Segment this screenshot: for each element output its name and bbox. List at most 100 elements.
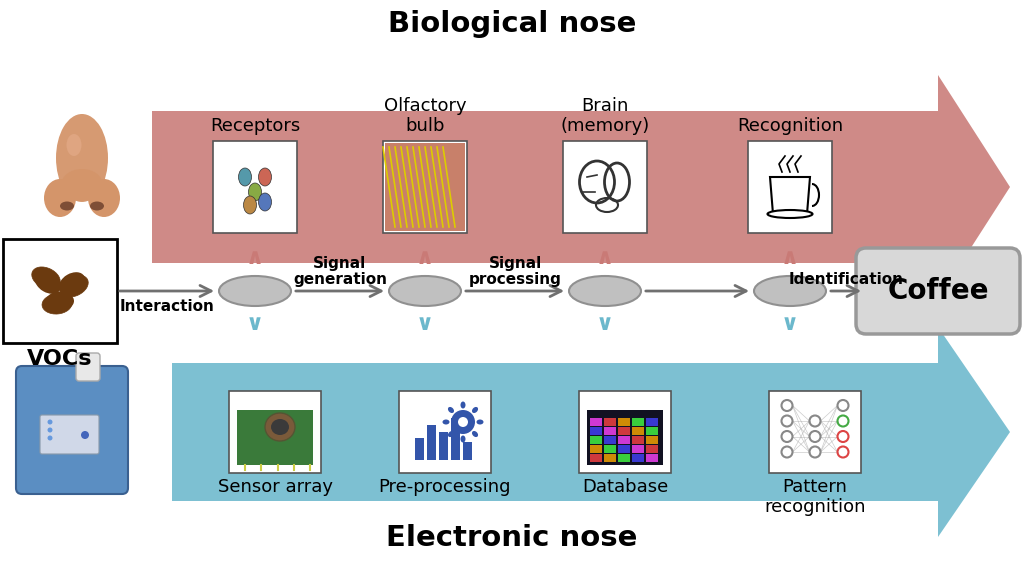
FancyBboxPatch shape xyxy=(399,391,490,473)
Bar xyxy=(604,427,616,435)
Text: Coffee: Coffee xyxy=(887,277,989,305)
Text: Signal
processing: Signal processing xyxy=(469,256,561,287)
FancyBboxPatch shape xyxy=(587,410,663,465)
Text: Olfactory
bulb: Olfactory bulb xyxy=(384,97,466,135)
Bar xyxy=(618,418,630,426)
Ellipse shape xyxy=(461,436,466,442)
FancyBboxPatch shape xyxy=(563,141,647,233)
Bar xyxy=(646,427,658,435)
Ellipse shape xyxy=(249,183,261,201)
Text: Database: Database xyxy=(582,478,668,496)
Text: Identification: Identification xyxy=(788,272,903,287)
Ellipse shape xyxy=(90,202,104,211)
Text: Biological nose: Biological nose xyxy=(388,10,636,38)
Ellipse shape xyxy=(244,196,256,214)
FancyBboxPatch shape xyxy=(383,141,467,233)
Ellipse shape xyxy=(447,407,454,413)
Bar xyxy=(590,436,602,444)
Bar xyxy=(590,454,602,462)
Text: VOCs: VOCs xyxy=(28,349,93,369)
Circle shape xyxy=(458,417,468,427)
Bar xyxy=(632,418,644,426)
FancyBboxPatch shape xyxy=(237,410,313,465)
Ellipse shape xyxy=(44,179,76,217)
Bar xyxy=(646,418,658,426)
FancyBboxPatch shape xyxy=(229,391,321,473)
Bar xyxy=(632,445,644,453)
Ellipse shape xyxy=(239,168,252,186)
Text: ∧: ∧ xyxy=(246,248,264,268)
Text: Sensor array: Sensor array xyxy=(217,478,333,496)
Ellipse shape xyxy=(56,114,108,202)
Text: ∧: ∧ xyxy=(781,248,799,268)
Ellipse shape xyxy=(754,276,826,306)
FancyBboxPatch shape xyxy=(16,366,128,494)
Bar xyxy=(451,418,460,460)
Bar xyxy=(646,445,658,453)
Ellipse shape xyxy=(258,168,271,186)
Bar xyxy=(590,427,602,435)
Ellipse shape xyxy=(768,210,812,218)
Polygon shape xyxy=(770,177,810,214)
Text: Signal
generation: Signal generation xyxy=(293,256,387,287)
Bar xyxy=(590,418,602,426)
Ellipse shape xyxy=(476,419,483,424)
Text: ∧: ∧ xyxy=(596,248,614,268)
Bar xyxy=(632,427,644,435)
Circle shape xyxy=(81,431,89,439)
FancyBboxPatch shape xyxy=(769,391,861,473)
Text: ∨: ∨ xyxy=(246,314,264,334)
Ellipse shape xyxy=(472,407,478,413)
Bar xyxy=(618,445,630,453)
Ellipse shape xyxy=(389,276,461,306)
Ellipse shape xyxy=(60,202,74,211)
Text: Recognition: Recognition xyxy=(737,117,843,135)
Text: Receptors: Receptors xyxy=(210,117,300,135)
Bar xyxy=(427,425,436,460)
Text: ∨: ∨ xyxy=(416,314,434,334)
Ellipse shape xyxy=(59,272,85,294)
Text: Electronic nose: Electronic nose xyxy=(386,524,638,552)
FancyBboxPatch shape xyxy=(76,353,100,381)
Bar xyxy=(604,436,616,444)
Circle shape xyxy=(47,419,52,424)
Ellipse shape xyxy=(442,419,450,424)
Ellipse shape xyxy=(569,276,641,306)
Ellipse shape xyxy=(219,276,291,306)
FancyBboxPatch shape xyxy=(213,141,297,233)
FancyBboxPatch shape xyxy=(748,141,831,233)
FancyBboxPatch shape xyxy=(579,391,671,473)
Polygon shape xyxy=(152,75,1010,299)
Bar xyxy=(604,418,616,426)
Bar xyxy=(590,445,602,453)
Bar xyxy=(618,454,630,462)
Bar xyxy=(618,427,630,435)
Text: Brain
(memory): Brain (memory) xyxy=(560,97,649,135)
Circle shape xyxy=(47,428,52,433)
FancyBboxPatch shape xyxy=(407,410,483,465)
Text: Pattern
recognition: Pattern recognition xyxy=(764,478,865,516)
Ellipse shape xyxy=(271,419,289,435)
Bar xyxy=(604,445,616,453)
Bar xyxy=(632,454,644,462)
Bar xyxy=(604,454,616,462)
Bar xyxy=(415,438,424,460)
Ellipse shape xyxy=(447,431,454,437)
Bar xyxy=(439,432,449,460)
FancyBboxPatch shape xyxy=(3,239,117,343)
Ellipse shape xyxy=(88,179,120,217)
Polygon shape xyxy=(172,327,1010,537)
Ellipse shape xyxy=(61,169,103,201)
Bar xyxy=(632,436,644,444)
Ellipse shape xyxy=(461,401,466,409)
Text: ∧: ∧ xyxy=(416,248,434,268)
Ellipse shape xyxy=(59,275,88,297)
Bar xyxy=(463,442,472,460)
Ellipse shape xyxy=(258,193,271,211)
Text: ∨: ∨ xyxy=(781,314,799,334)
Ellipse shape xyxy=(265,413,295,441)
FancyBboxPatch shape xyxy=(856,248,1020,334)
FancyBboxPatch shape xyxy=(385,143,465,231)
Ellipse shape xyxy=(32,267,60,289)
Text: Pre-processing: Pre-processing xyxy=(379,478,511,496)
